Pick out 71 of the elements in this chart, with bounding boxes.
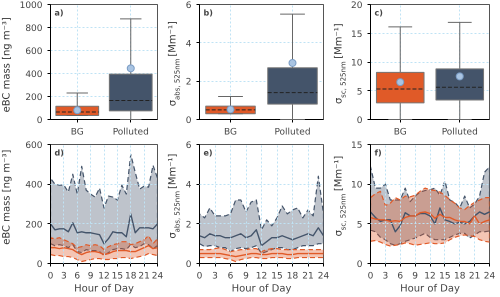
x-tick-label: 12	[424, 272, 436, 282]
x-axis-title: Hour of Day	[74, 284, 134, 294]
x-tick-label: 6	[228, 272, 234, 282]
x-tick-label: BG	[224, 128, 238, 138]
y-tick-label: 10	[351, 180, 363, 191]
y-tick-label: 0	[36, 116, 43, 126]
x-tick-label: Polluted	[274, 128, 311, 138]
x-tick-label: 3	[382, 272, 388, 282]
y-tick-label: 5	[356, 87, 363, 98]
x-tick-label: 21	[302, 272, 314, 282]
x-tick-label: 9	[88, 272, 94, 282]
x-tick-label: 3	[212, 272, 218, 282]
x-tick-label: 18	[125, 272, 137, 282]
y-tick-label: 2	[186, 220, 192, 230]
x-tick-label: 12	[98, 272, 110, 282]
x-tick-label: 0	[48, 272, 54, 282]
y-tick-label: 15	[351, 141, 362, 151]
y-tick-label: 1000	[20, 1, 43, 11]
text: d)	[54, 148, 64, 158]
x-axis-title: Hour of Day	[400, 284, 460, 294]
y-tick-label: 0	[36, 260, 43, 270]
x-tick-label: 3	[61, 272, 67, 282]
y-tick-label: 20	[351, 1, 363, 11]
x-tick-label: 15	[439, 272, 451, 282]
y-tick-label: 6	[186, 1, 192, 11]
y-tick-label: 15	[351, 30, 362, 40]
x-tick-label: 15	[112, 272, 124, 282]
y-tick-label: 10	[351, 58, 363, 68]
y-tick-label: 0	[186, 260, 192, 270]
y-tick-label: 200	[25, 220, 43, 230]
y-tick-label: 6	[186, 141, 192, 151]
x-tick-label: 15	[271, 272, 283, 282]
x-tick-label: 21	[468, 272, 480, 282]
x-axis-title: Hour of Day	[232, 284, 292, 294]
y-tick-label: 5	[356, 220, 363, 230]
y-tick-label: 4	[186, 39, 192, 50]
x-tick-label: 0	[368, 272, 374, 282]
x-tick-label: 24	[318, 272, 330, 282]
text: c)	[374, 8, 383, 18]
x-tick-label: 9	[412, 272, 418, 282]
x-tick-label: Polluted	[442, 128, 478, 138]
x-tick-label: 24	[152, 272, 164, 282]
x-tick-label: 6	[74, 272, 80, 282]
y-tick-label: 2	[186, 78, 192, 88]
y-tick-label: 400	[25, 70, 43, 80]
x-tick-label: 9	[243, 272, 250, 282]
y-tick-label: 600	[25, 141, 43, 151]
y-tick-label: 0	[186, 116, 192, 126]
y-tick-label: 400	[25, 180, 43, 191]
y-tick-label: 0	[356, 260, 363, 270]
y-tick-label: 200	[25, 93, 43, 103]
text: f)	[374, 148, 382, 158]
x-tick-label: 18	[286, 272, 298, 282]
x-tick-label: BG	[70, 128, 84, 138]
y-tick-label: 4	[186, 180, 192, 191]
x-tick-label: BG	[394, 128, 407, 138]
x-tick-label: Polluted	[112, 128, 149, 138]
text: b)	[204, 8, 213, 18]
y-axis-title: eBC mass [ng m⁻³]	[2, 17, 12, 112]
y-tick-label: 600	[25, 47, 43, 57]
x-tick-label: 6	[397, 272, 404, 282]
x-tick-label: 12	[256, 272, 268, 282]
x-tick-label: 0	[196, 272, 203, 282]
text: e)	[204, 148, 213, 158]
y-tick-label: 0	[356, 116, 363, 126]
x-tick-label: 21	[138, 272, 150, 282]
y-axis-title: eBC mass [ng m⁻³]	[2, 150, 12, 245]
x-tick-label: 18	[454, 272, 466, 282]
x-tick-label: 24	[484, 272, 496, 282]
text: a)	[54, 8, 64, 18]
y-tick-label: 800	[25, 24, 43, 34]
